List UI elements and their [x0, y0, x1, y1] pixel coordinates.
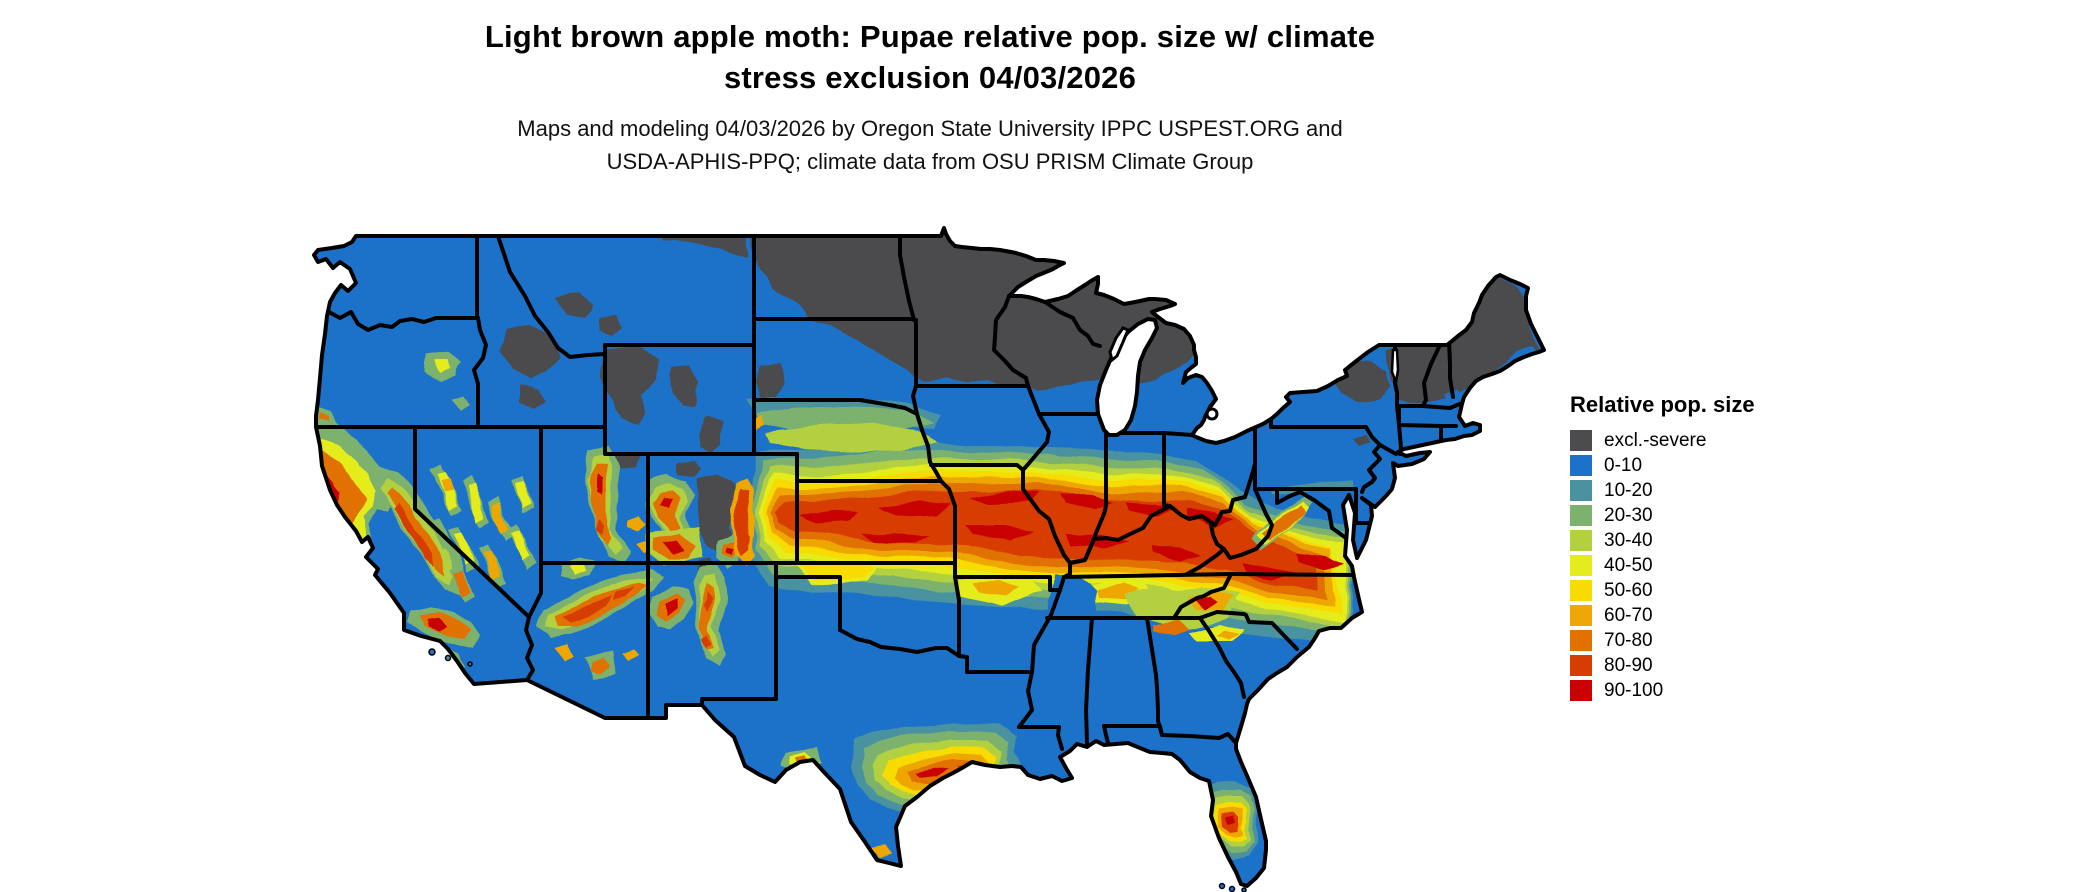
- legend-item: 40-50: [1570, 553, 1790, 578]
- islands-and-keys: [428, 648, 1247, 892]
- western-mountain-regions: [314, 350, 756, 680]
- legend-item: 10-20: [1570, 478, 1790, 503]
- legend-item: 0-10: [1570, 453, 1790, 478]
- legend-swatch-b30_40: [1570, 530, 1592, 551]
- legend-item: 70-80: [1570, 628, 1790, 653]
- legend-swatch-excl: [1570, 430, 1592, 451]
- title-line-2: stress exclusion 04/03/2026: [723, 60, 1137, 95]
- subtitle-line-2: USDA-APHIS-PPQ; climate data from OSU PR…: [606, 149, 1254, 174]
- green-bay: [1108, 326, 1130, 363]
- legend-swatch-b10_20: [1570, 480, 1592, 501]
- subtitle: Maps and modeling 04/03/2026 by Oregon S…: [0, 112, 1860, 178]
- legend-label: 60-70: [1604, 604, 1653, 626]
- legend-label: 30-40: [1604, 529, 1653, 551]
- legend-label: 20-30: [1604, 504, 1653, 526]
- legend-label: 70-80: [1604, 629, 1653, 651]
- great-lakes: [1095, 317, 1400, 437]
- legend-swatch-b60_70: [1570, 605, 1592, 626]
- legend-label: 90-100: [1604, 679, 1664, 701]
- page-title: Light brown apple moth: Pupae relative p…: [0, 16, 1860, 98]
- legend-swatch-b40_50: [1570, 555, 1592, 576]
- us-outline: [312, 226, 1546, 888]
- state-borders: [314, 234, 1464, 751]
- lake-champlain: [1390, 348, 1400, 387]
- legend-item: excl.-severe: [1570, 428, 1790, 453]
- legend-label: 0-10: [1604, 454, 1643, 476]
- legend-label: 40-50: [1604, 554, 1653, 576]
- legend-item: 30-40: [1570, 528, 1790, 553]
- legend-label: 50-60: [1604, 579, 1653, 601]
- legend-swatch-b70_80: [1570, 630, 1592, 651]
- legend-swatch-b80_90: [1570, 655, 1592, 676]
- legend-items: excl.-severe 0-10 10-20 20-30 30-40 40-50 50-6…: [1570, 428, 1790, 703]
- subtitle-line-1: Maps and modeling 04/03/2026 by Oregon S…: [517, 116, 1343, 141]
- legend-swatch-b90_100: [1570, 680, 1592, 701]
- legend-title: Relative pop. size: [1570, 392, 1755, 417]
- legend-label: 10-20: [1604, 479, 1653, 501]
- legend-swatch-b20_30: [1570, 505, 1592, 526]
- legend-item: 90-100: [1570, 678, 1790, 703]
- title-line-1: Light brown apple moth: Pupae relative p…: [484, 19, 1376, 54]
- central-plains-heat-band: [748, 396, 1352, 648]
- legend-item: 20-30: [1570, 503, 1790, 528]
- map-raster-regions: [314, 228, 1544, 860]
- legend-item: 50-60: [1570, 578, 1790, 603]
- legend-label: 80-90: [1604, 654, 1653, 676]
- legend-item: 60-70: [1570, 603, 1790, 628]
- lake-st-clair: [1205, 407, 1219, 421]
- legend: Relative pop. size excl.-severe 0-10 10-20…: [1570, 392, 1790, 703]
- lake-michigan: [1095, 317, 1159, 437]
- legend-swatch-b50_60: [1570, 580, 1592, 601]
- legend-label: excl.-severe: [1604, 429, 1707, 451]
- legend-item: 80-90: [1570, 653, 1790, 678]
- legend-swatch-b0_10: [1570, 455, 1592, 476]
